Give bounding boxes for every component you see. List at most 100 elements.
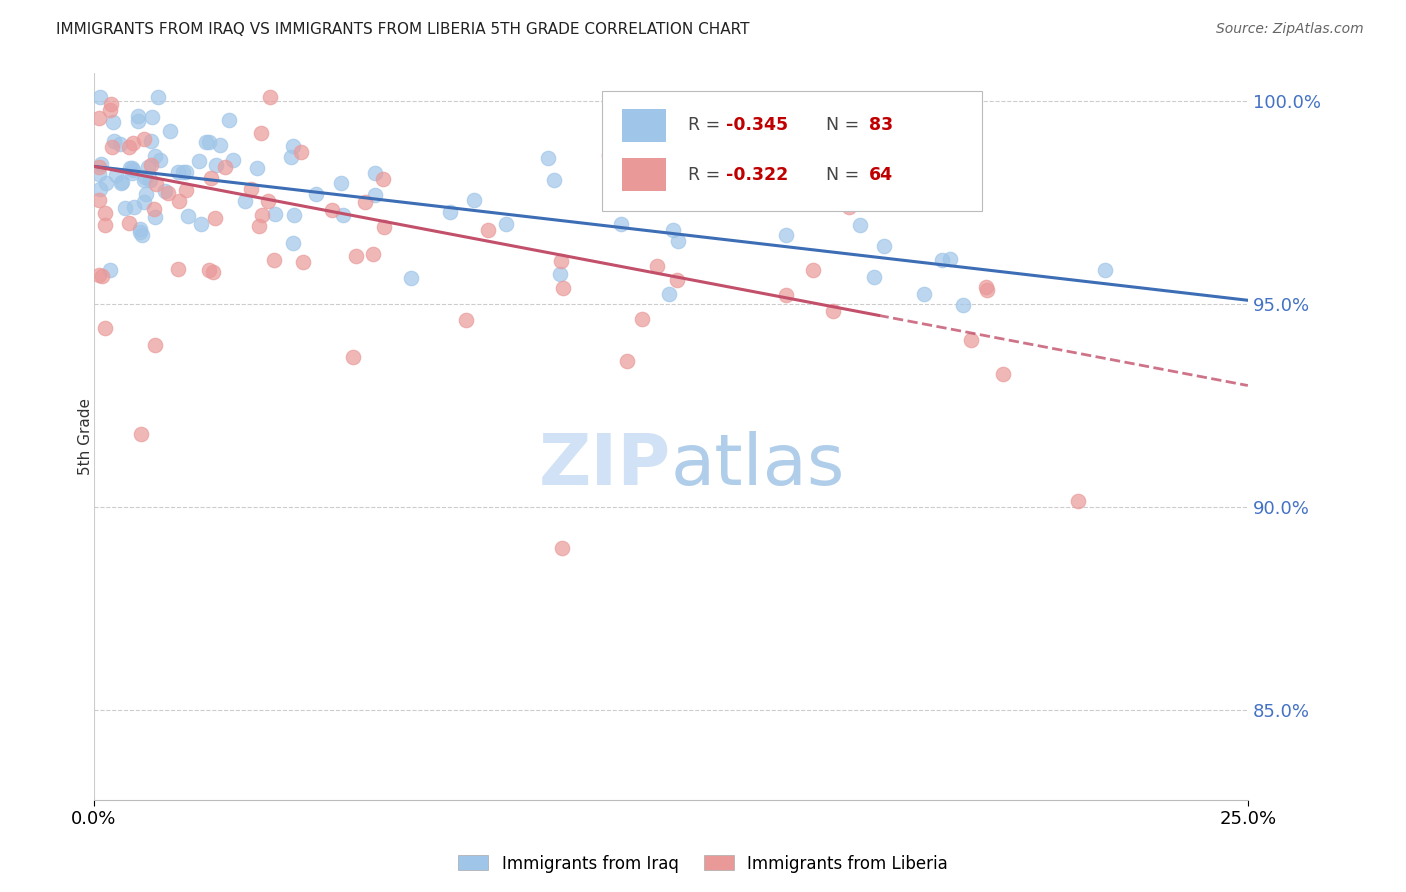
Point: [1094, 262, 1116, 277]
Text: 64: 64: [869, 166, 893, 184]
Point: [94, 206, 117, 220]
Point: [127, 109, 149, 123]
Point: [131, 427, 153, 442]
Point: [204, 158, 226, 172]
Point: [477, 223, 499, 237]
Point: [354, 195, 377, 210]
Point: [264, 207, 287, 221]
Point: [91, 268, 114, 283]
Point: [94, 177, 117, 191]
Point: [283, 208, 305, 222]
Point: [912, 286, 935, 301]
Point: [495, 217, 517, 231]
Point: [838, 200, 860, 214]
Point: [198, 135, 221, 149]
Point: [550, 253, 572, 268]
Point: [118, 140, 141, 154]
Point: [613, 140, 636, 154]
Point: [321, 202, 343, 217]
Point: [976, 283, 998, 297]
Point: [610, 217, 633, 231]
Y-axis label: 5th Grade: 5th Grade: [79, 398, 93, 475]
Point: [204, 211, 226, 226]
Point: [141, 134, 163, 148]
Point: [172, 165, 194, 179]
Point: [159, 124, 181, 138]
Point: [87, 160, 110, 174]
Point: [111, 175, 134, 189]
Point: [775, 288, 797, 302]
Point: [141, 110, 163, 124]
Point: [134, 132, 156, 146]
Point: [89, 268, 111, 283]
Point: [214, 160, 236, 174]
Text: R =: R =: [688, 116, 725, 135]
Text: -0.345: -0.345: [727, 116, 789, 135]
Point: [136, 160, 159, 174]
Point: [132, 172, 155, 186]
Point: [666, 235, 689, 249]
Point: [849, 218, 872, 232]
Point: [145, 211, 167, 225]
Point: [121, 162, 143, 177]
Point: [364, 188, 387, 202]
Point: [101, 114, 124, 128]
Point: [157, 186, 180, 200]
Point: [543, 173, 565, 187]
Point: [200, 171, 222, 186]
Point: [246, 161, 269, 175]
Point: [280, 149, 302, 163]
Point: [195, 136, 218, 150]
Point: [346, 248, 368, 262]
Point: [89, 181, 111, 195]
Point: [758, 188, 780, 202]
Point: [463, 193, 485, 207]
Point: [775, 228, 797, 243]
Point: [931, 252, 953, 267]
Point: [167, 262, 190, 277]
Point: [263, 252, 285, 267]
Point: [364, 166, 387, 180]
Point: [952, 297, 974, 311]
Point: [247, 219, 270, 233]
Point: [190, 217, 212, 231]
Text: atlas: atlas: [671, 431, 845, 500]
Point: [188, 153, 211, 168]
Point: [132, 195, 155, 210]
Point: [108, 136, 131, 151]
Point: [87, 111, 110, 125]
Point: [218, 112, 240, 127]
Point: [127, 114, 149, 128]
Point: [114, 201, 136, 215]
Point: [553, 281, 575, 295]
Point: [87, 194, 110, 208]
Text: N =: N =: [815, 116, 865, 135]
Point: [281, 139, 304, 153]
Point: [399, 270, 422, 285]
Point: [167, 194, 190, 209]
Point: [305, 187, 328, 202]
Text: Source: ZipAtlas.com: Source: ZipAtlas.com: [1216, 22, 1364, 37]
Point: [89, 90, 111, 104]
Point: [665, 272, 688, 286]
Point: [974, 280, 997, 294]
Legend: Immigrants from Iraq, Immigrants from Liberia: Immigrants from Iraq, Immigrants from Li…: [451, 848, 955, 880]
Point: [131, 228, 153, 243]
FancyBboxPatch shape: [623, 158, 666, 191]
Point: [110, 176, 132, 190]
Point: [122, 136, 145, 150]
Point: [662, 223, 685, 237]
Point: [439, 205, 461, 219]
Point: [104, 168, 127, 182]
Point: [862, 269, 884, 284]
Point: [177, 209, 200, 223]
Point: [93, 321, 115, 335]
Point: [291, 255, 314, 269]
Point: [250, 208, 273, 222]
Point: [198, 263, 221, 277]
Point: [174, 165, 197, 179]
Text: N =: N =: [815, 166, 865, 184]
Text: 83: 83: [869, 116, 893, 135]
Point: [332, 208, 354, 222]
Point: [240, 182, 263, 196]
